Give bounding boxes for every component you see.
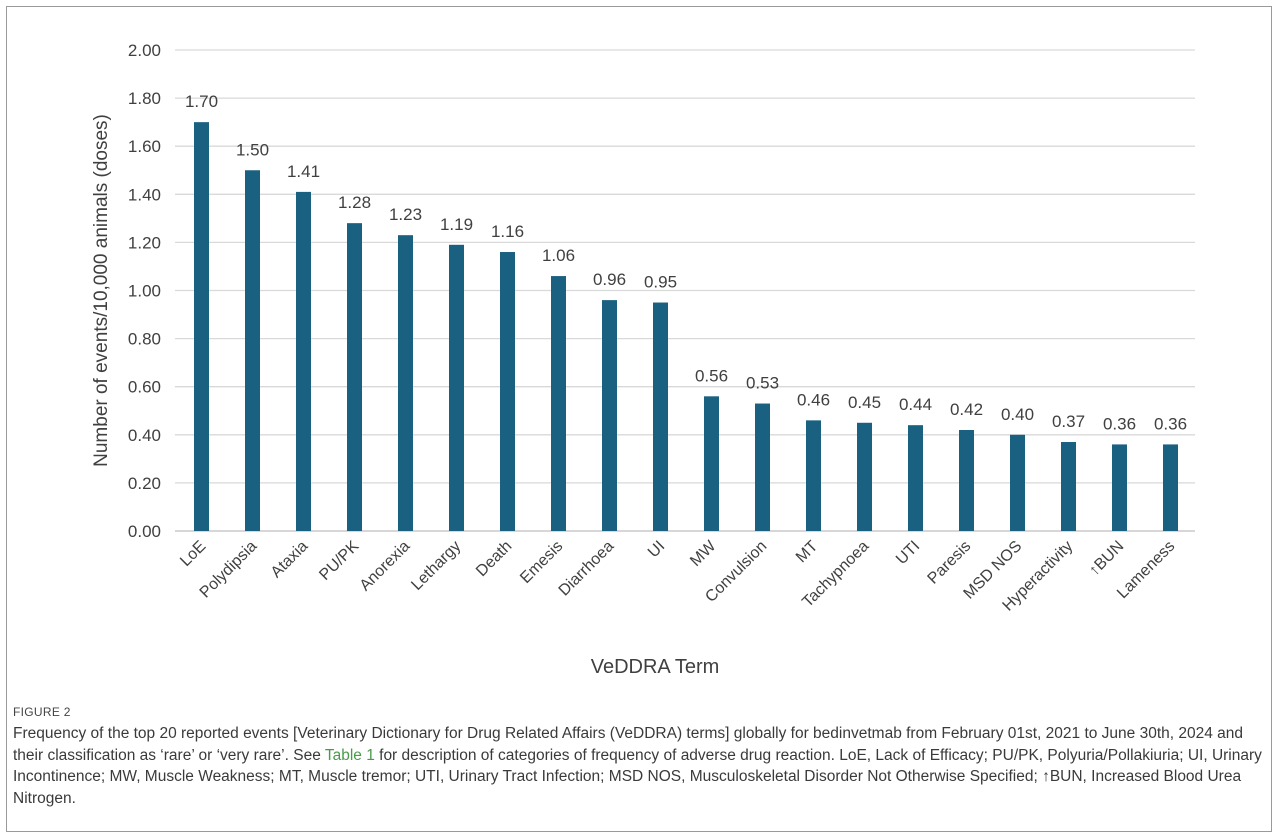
y-tick-label: 0.40 — [128, 426, 161, 445]
x-tick-label: Emesis — [517, 538, 566, 587]
data-label: 1.19 — [440, 215, 473, 234]
y-tick-label: 0.20 — [128, 474, 161, 493]
x-tick-label: LoE — [177, 538, 209, 570]
bar — [857, 422, 872, 531]
y-tick-label: 2.00 — [128, 41, 161, 60]
x-tick-label: Diarrhoea — [556, 538, 618, 600]
data-label: 0.45 — [848, 393, 881, 412]
x-tick-label: Ataxia — [268, 538, 312, 582]
data-label: 0.44 — [899, 395, 932, 414]
data-label: 0.95 — [644, 273, 677, 292]
x-tick-label: Death — [473, 538, 515, 580]
y-tick-label: 0.60 — [128, 378, 161, 397]
figure-label: FIGURE 2 — [13, 705, 71, 719]
x-tick-label: MW — [687, 537, 720, 570]
data-label: 0.42 — [950, 400, 983, 419]
x-tick-label: PU/PK — [316, 538, 362, 584]
bar — [704, 396, 719, 531]
gridlines — [175, 49, 1195, 532]
bar — [449, 244, 464, 531]
x-tick-label: Lethargy — [408, 538, 464, 594]
bar — [245, 170, 260, 531]
data-label: 1.70 — [185, 92, 218, 111]
x-tick-label: Anorexia — [357, 538, 414, 595]
data-label: 0.56 — [695, 366, 728, 385]
caption-text-part-1: Frequency of the top 20 reported events … — [13, 725, 1244, 764]
data-label: 0.36 — [1103, 414, 1136, 433]
table-1-link[interactable]: Table 1 — [324, 746, 375, 764]
data-label: 1.50 — [236, 140, 269, 159]
bar — [653, 302, 668, 531]
data-label: 1.06 — [542, 246, 575, 265]
bar — [1163, 444, 1178, 531]
data-label: 1.28 — [338, 193, 371, 212]
bar — [806, 420, 821, 531]
x-tick-label: UTI — [893, 538, 923, 568]
data-label: 1.23 — [389, 205, 422, 224]
x-tick-label: ↑BUN — [1086, 538, 1128, 580]
data-label: 1.16 — [491, 222, 524, 241]
y-axis-ticks: 0.00 0.20 0.40 0.60 0.80 1.00 1.20 1.40 1.60 1.80… — [128, 41, 161, 541]
bar — [959, 429, 974, 531]
x-tick-label: MT — [793, 538, 822, 567]
bar — [602, 300, 617, 531]
x-axis-label: VeDDRA Term — [591, 656, 720, 678]
data-label: 0.46 — [797, 390, 830, 409]
figure-caption: FIGURE 2 Frequency of the top 20 reporte… — [13, 705, 1263, 809]
figure-frame: 0.00 0.20 0.40 0.60 0.80 1.00 1.20 1.40 1.60 1.80… — [6, 6, 1272, 832]
bar — [1061, 442, 1076, 531]
x-tick-label: UI — [645, 538, 668, 561]
bar — [551, 276, 566, 531]
data-labels: 1.70 1.50 1.41 1.28 1.23 1.19 1.16 1.06 0.96 0.95… — [185, 92, 1187, 433]
y-tick-label: 1.00 — [128, 282, 161, 301]
bar — [1010, 434, 1025, 531]
bar — [908, 425, 923, 531]
y-tick-label: 0.00 — [128, 522, 161, 541]
bar — [398, 235, 413, 531]
bar — [1112, 444, 1127, 531]
data-label: 0.40 — [1001, 405, 1034, 424]
y-tick-label: 1.40 — [128, 185, 161, 204]
data-label: 0.53 — [746, 374, 779, 393]
y-tick-label: 1.20 — [128, 233, 161, 252]
chart-svg: 0.00 0.20 0.40 0.60 0.80 1.00 1.20 1.40 1.60 1.80… — [91, 41, 1195, 678]
x-tick-label: Paresis — [925, 538, 975, 588]
data-label: 0.37 — [1052, 412, 1085, 431]
y-tick-label: 1.60 — [128, 137, 161, 156]
bar — [194, 122, 209, 532]
caption-text: Frequency of the top 20 reported events … — [13, 723, 1263, 809]
bar — [347, 223, 362, 531]
data-label: 0.96 — [593, 270, 626, 289]
bar-chart: 0.00 0.20 0.40 0.60 0.80 1.00 1.20 1.40 1.60 1.80… — [7, 7, 1271, 699]
y-tick-label: 0.80 — [128, 330, 161, 349]
bar — [755, 403, 770, 531]
data-label: 0.36 — [1154, 414, 1187, 433]
caption-text-part-2: for description of categories of frequen… — [13, 746, 1262, 807]
y-tick-label: 1.80 — [128, 89, 161, 108]
bars — [194, 122, 1178, 532]
bar — [296, 191, 311, 531]
bar — [500, 252, 515, 531]
data-label: 1.41 — [287, 162, 320, 181]
y-axis-label: Number of events/10,000 animals (doses) — [91, 114, 112, 467]
